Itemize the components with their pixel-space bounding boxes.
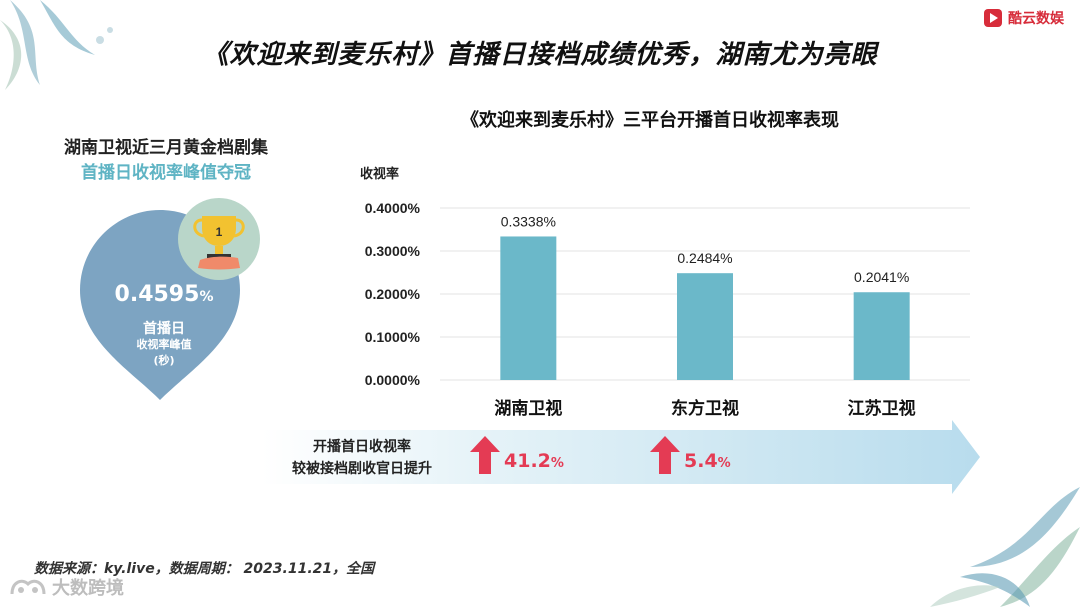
y-tick-label: 0.4000% [365,200,421,216]
trophy-icon: 1 [178,198,260,280]
lift-unit: % [550,456,564,471]
lift-value: 5.4% [684,450,731,472]
y-tick-label: 0.3000% [365,243,421,259]
peak-sublabel: 收视率峰值 [136,338,192,351]
watermark-logo-icon [10,579,46,595]
data-source: 数据来源：ky.live，数据周期： 2023.11.21，全国 [34,561,375,577]
watermark: 大数跨境 [8,574,124,600]
left-subheading: 首播日收视率峰值夺冠 [81,163,251,183]
trophy-rank: 1 [216,225,223,239]
brand-logo: 酷云数娱 [984,8,1064,28]
leaf-decoration-icon [0,0,113,90]
lift-unit: % [717,456,731,471]
bar [500,236,557,380]
up-arrow-icon [470,436,500,474]
data-label: 0.2041% [854,269,909,285]
band-label-line2: 较被接档剧收官日提升 [292,461,432,477]
data-label: 0.3338% [501,213,556,229]
up-arrow-icon [650,436,680,474]
peak-number: 0.4595 [114,282,200,307]
play-logo-icon [984,9,1002,27]
lift-value: 41.2% [504,450,564,472]
peak-unit-label: (秒) [153,354,175,367]
chart-title: 《欢迎来到麦乐村》三平台开播首日收视率表现 [461,110,839,131]
band-label-line1: 开播首日收视率 [313,439,411,455]
lift-number: 5.4 [684,450,718,472]
bar-chart: 收视率 0.0000% 0.1000% 0.2000% 0.3000% 0.4000% 0.… [360,166,970,418]
page-title: 《欢迎来到麦乐村》首播日接档成绩优秀，湖南尤为亮眼 [202,40,878,70]
bar [677,273,733,380]
y-tick-label: 0.1000% [365,329,421,345]
left-heading: 湖南卫视近三月黄金档剧集 [64,138,268,158]
brand-name: 酷云数娱 [1008,11,1064,27]
peak-label: 首播日 [143,321,185,337]
x-tick-label: 东方卫视 [671,398,739,418]
y-tick-label: 0.2000% [365,286,421,302]
x-tick-label: 湖南卫视 [494,398,562,418]
peak-value: 0.4595% [84,282,244,307]
lift-number: 41.2 [504,450,551,472]
watermark-text: 大数跨境 [52,578,124,599]
data-label: 0.2484% [677,250,732,266]
leaf-decoration-icon [930,487,1080,607]
bar [853,292,910,380]
peak-unit: % [199,289,214,305]
y-axis-label: 收视率 [360,166,399,181]
x-tick-label: 江苏卫视 [848,398,916,418]
arrow-band [262,420,980,494]
y-tick-label: 0.0000% [365,372,421,388]
